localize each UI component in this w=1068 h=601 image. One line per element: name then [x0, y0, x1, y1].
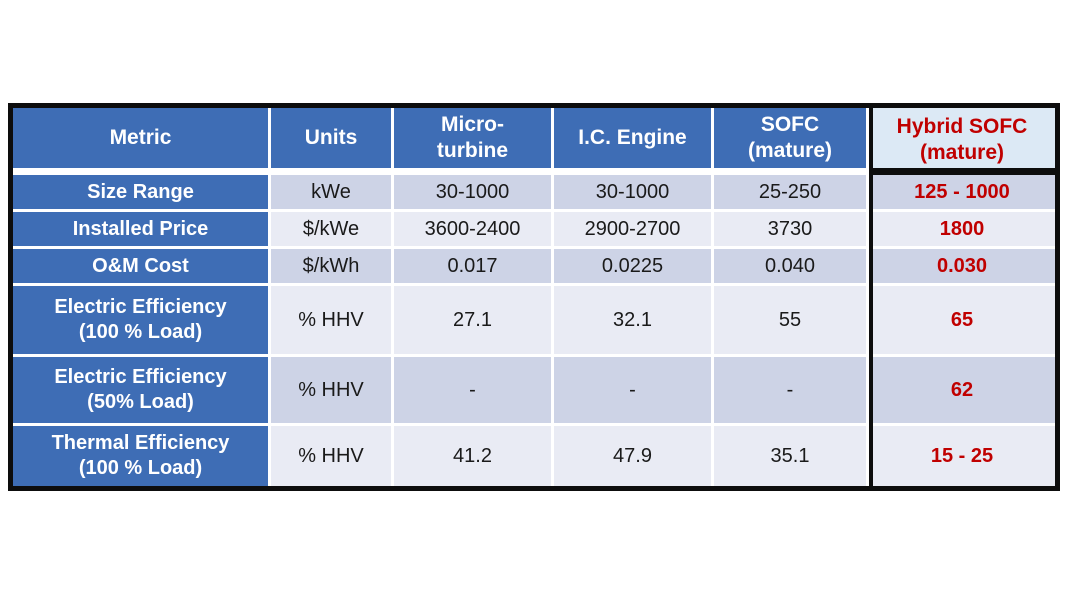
header-sofc-line2: (mature): [747, 139, 832, 162]
metric-line1: Thermal Efficiency: [51, 432, 230, 454]
metric-line1: Electric Efficiency: [54, 366, 227, 388]
value-cell-sofc: 35.1: [714, 426, 866, 486]
value-cell-microturbine: -: [394, 357, 551, 423]
header-microturbine-line1: Micro-: [441, 112, 504, 136]
value-cell-microturbine: 41.2: [394, 426, 551, 486]
value-cell-ic-engine: 0.0225: [554, 249, 711, 283]
header-cell-sofc: SOFC (mature): [714, 108, 866, 172]
metric-cell-size-range: Size Range: [13, 175, 268, 209]
header-cell-microturbine: Micro- turbine: [394, 108, 551, 172]
units-cell: % HHV: [271, 426, 391, 486]
metric-cell-om-cost: O&M Cost: [13, 249, 268, 283]
metric-line2: (50% Load): [87, 391, 194, 413]
units-cell: $/kWh: [271, 249, 391, 283]
hybrid-header-bottom-border: [869, 168, 1055, 175]
value-cell-ic-engine: 47.9: [554, 426, 711, 486]
value-cell-hybrid: 125 - 1000: [869, 175, 1055, 209]
value-cell-sofc: 55: [714, 286, 866, 354]
metric-line1: Electric Efficiency: [54, 296, 227, 318]
units-cell: $/kWe: [271, 212, 391, 246]
value-cell-microturbine: 0.017: [394, 249, 551, 283]
header-sofc-line1: SOFC: [760, 112, 820, 136]
header-cell-metric: Metric: [13, 108, 268, 172]
metric-cell-electric-efficiency-50: Electric Efficiency (50% Load): [13, 357, 268, 423]
value-cell-sofc: 3730: [714, 212, 866, 246]
value-cell-hybrid: 1800: [869, 212, 1055, 246]
header-cell-hybrid-sofc: Hybrid SOFC (mature): [869, 108, 1055, 172]
metric-cell-installed-price: Installed Price: [13, 212, 268, 246]
value-cell-hybrid: 65: [869, 286, 1055, 354]
metric-cell-electric-efficiency-100: Electric Efficiency (100 % Load): [13, 286, 268, 354]
value-cell-sofc: 0.040: [714, 249, 866, 283]
metric-cell-thermal-efficiency-100: Thermal Efficiency (100 % Load): [13, 426, 268, 486]
value-cell-microturbine: 27.1: [394, 286, 551, 354]
value-cell-hybrid: 0.030: [869, 249, 1055, 283]
metric-line2: (100 % Load): [78, 457, 203, 479]
value-cell-sofc: 25-250: [714, 175, 866, 209]
value-cell-ic-engine: -: [554, 357, 711, 423]
value-cell-ic-engine: 30-1000: [554, 175, 711, 209]
units-cell: kWe: [271, 175, 391, 209]
value-cell-ic-engine: 2900-2700: [554, 212, 711, 246]
value-cell-sofc: -: [714, 357, 866, 423]
header-cell-units: Units: [271, 108, 391, 172]
hybrid-column-left-border: [869, 108, 873, 486]
header-hybrid-line2: (mature): [919, 141, 1004, 164]
header-microturbine-line2: turbine: [436, 139, 509, 162]
comparison-table: Metric Units Micro- turbine I.C. Engine …: [8, 103, 1060, 491]
header-cell-ic-engine: I.C. Engine: [554, 108, 711, 172]
value-cell-microturbine: 3600-2400: [394, 212, 551, 246]
value-cell-hybrid: 62: [869, 357, 1055, 423]
metric-line2: (100 % Load): [78, 321, 203, 343]
value-cell-hybrid: 15 - 25: [869, 426, 1055, 486]
header-hybrid-line1: Hybrid SOFC: [896, 114, 1028, 138]
value-cell-microturbine: 30-1000: [394, 175, 551, 209]
value-cell-ic-engine: 32.1: [554, 286, 711, 354]
units-cell: % HHV: [271, 357, 391, 423]
units-cell: % HHV: [271, 286, 391, 354]
